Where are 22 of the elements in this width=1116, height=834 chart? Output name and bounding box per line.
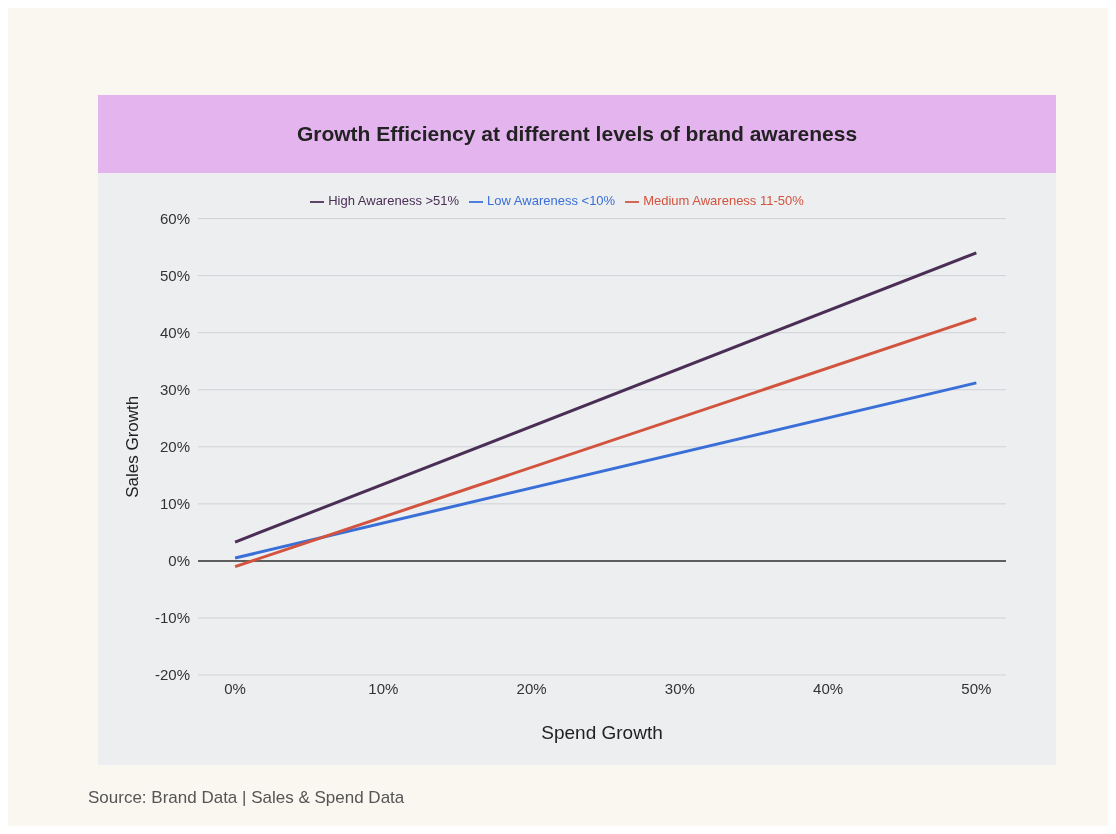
y-tick-label: -10% bbox=[154, 609, 190, 627]
x-tick-label: 10% bbox=[368, 679, 399, 697]
legend-label: High Awareness >51% bbox=[328, 193, 460, 208]
x-tick-label: 50% bbox=[961, 679, 992, 697]
x-tick-label: 20% bbox=[516, 679, 547, 697]
y-tick-label: -20% bbox=[154, 666, 190, 684]
y-tick-label: 20% bbox=[159, 438, 190, 456]
y-tick-label: 50% bbox=[159, 266, 190, 284]
x-tick-label: 30% bbox=[664, 679, 695, 697]
y-tick-label: 30% bbox=[159, 381, 190, 399]
y-tick-label: 10% bbox=[159, 495, 190, 513]
x-tick-label: 40% bbox=[813, 679, 844, 697]
y-tick-label: 0% bbox=[168, 552, 190, 570]
chart-title: Growth Efficiency at different levels of brand awareness bbox=[98, 95, 1056, 173]
y-tick-label: 40% bbox=[159, 324, 190, 341]
source-note: Source: Brand Data | Sales & Spend Data bbox=[88, 788, 405, 808]
x-axis-title: Spend Growth bbox=[541, 722, 663, 743]
legend-label: Low Awareness <10% bbox=[487, 193, 616, 208]
legend-label: Medium Awareness 11-50% bbox=[643, 193, 804, 208]
y-axis-title: Sales Growth bbox=[123, 395, 143, 498]
y-tick-label: 60% bbox=[159, 209, 190, 227]
x-tick-label: 0% bbox=[224, 679, 246, 697]
